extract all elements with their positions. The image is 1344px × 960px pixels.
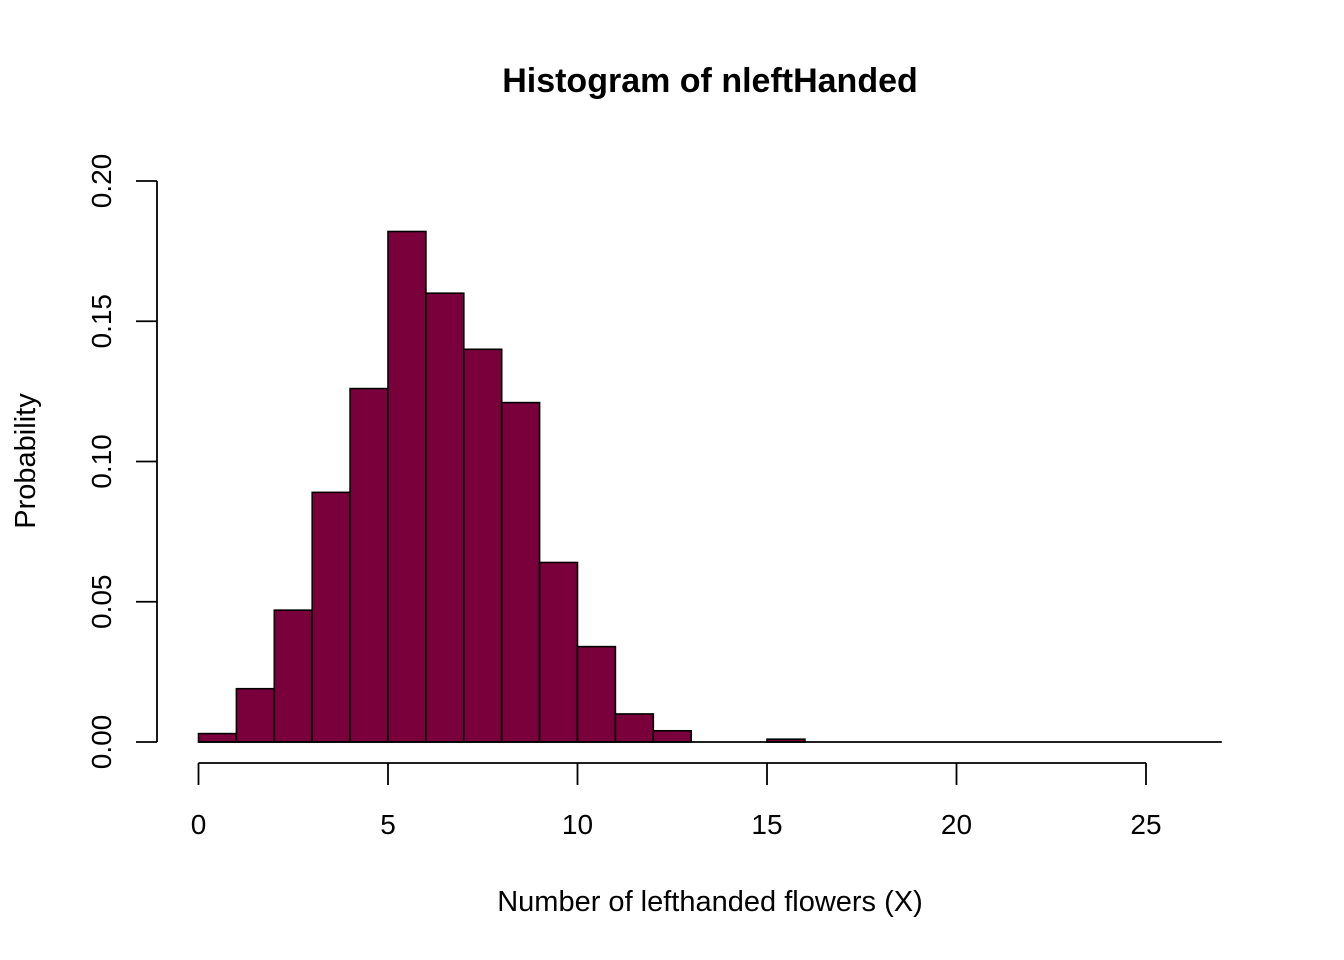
histogram-bar xyxy=(273,609,313,743)
histogram-bar xyxy=(462,348,503,743)
histogram-bar xyxy=(538,561,579,743)
y-axis: 0.00 0.05 0.10 0.15 0.20 xyxy=(86,154,158,770)
x-tick-label: 10 xyxy=(562,809,593,840)
y-tick-label: 0.00 xyxy=(86,715,117,770)
y-axis-label: Probability xyxy=(10,393,42,529)
histogram-bar xyxy=(349,387,389,743)
chart-title: Histogram of nleftHanded xyxy=(502,62,918,100)
x-tick-label: 20 xyxy=(941,809,972,840)
x-axis-label: Number of lefthanded flowers (X) xyxy=(497,886,923,918)
histogram-bar xyxy=(311,491,351,743)
histogram-bar xyxy=(387,230,427,743)
histogram-bar xyxy=(614,713,655,743)
x-axis: 0 5 10 15 20 25 xyxy=(191,762,1162,840)
histogram-bar xyxy=(425,292,465,743)
histogram-bar xyxy=(235,687,276,743)
histogram-bar xyxy=(652,729,692,743)
histogram-bar xyxy=(576,645,617,743)
y-tick-label: 0.05 xyxy=(86,575,117,630)
x-tick-label: 0 xyxy=(191,809,207,840)
x-tick-label: 15 xyxy=(751,809,782,840)
x-tick-label: 25 xyxy=(1130,809,1161,840)
y-tick-label: 0.10 xyxy=(86,434,117,489)
y-tick-label: 0.20 xyxy=(86,154,117,209)
y-tick-label: 0.15 xyxy=(86,294,117,349)
histogram-bars xyxy=(197,230,1222,743)
x-tick-label: 5 xyxy=(380,809,396,840)
histogram-bar xyxy=(500,401,541,743)
histogram-bar xyxy=(197,732,238,743)
